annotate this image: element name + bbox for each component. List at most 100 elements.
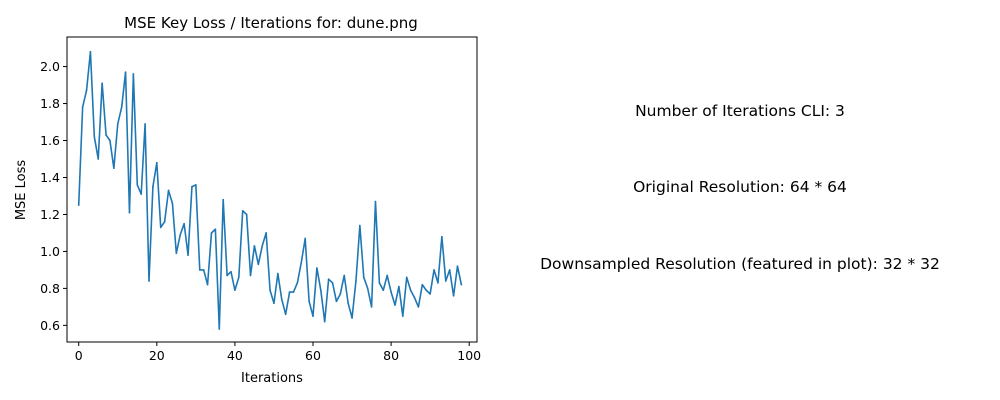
- y-tick-label: 2.0: [40, 59, 60, 74]
- data-point: [163, 221, 166, 223]
- series-line: [77, 50, 463, 330]
- data-point: [222, 198, 224, 201]
- data-point: [195, 184, 197, 186]
- data-point: [159, 226, 162, 229]
- data-point: [312, 315, 314, 317]
- y-tick-label: 1.2: [40, 207, 60, 222]
- data-point: [429, 293, 431, 295]
- data-point: [109, 139, 111, 142]
- data-point: [218, 328, 221, 330]
- plot-area-frame: [66, 36, 478, 343]
- data-point: [413, 296, 416, 299]
- y-axis-ticks: 0.6 0.8 1.0 1.2 1.4 1.6 1.8 2.0: [40, 59, 67, 333]
- data-point: [253, 245, 256, 247]
- data-point: [394, 304, 396, 306]
- y-tick-label: 1.8: [40, 96, 60, 111]
- series-points: [77, 50, 463, 330]
- data-point: [136, 184, 139, 186]
- data-point: [191, 185, 193, 188]
- data-point: [128, 211, 131, 214]
- data-point: [261, 245, 264, 247]
- data-point: [292, 291, 295, 293]
- data-point: [113, 167, 115, 170]
- data-point: [81, 106, 84, 109]
- data-point: [77, 204, 80, 207]
- downsampled-resolution-text: Downsampled Resolution (featured in plot…: [540, 255, 940, 273]
- data-point: [85, 89, 88, 92]
- data-point: [335, 300, 338, 303]
- data-point: [343, 274, 346, 277]
- data-point: [339, 293, 342, 295]
- data-point: [296, 282, 299, 284]
- x-tick-label: 60: [305, 348, 321, 363]
- data-point: [288, 291, 291, 293]
- data-point: [183, 222, 185, 225]
- data-point: [238, 276, 240, 279]
- y-tick-label: 0.8: [40, 281, 60, 296]
- data-point: [257, 263, 260, 266]
- data-point: [116, 123, 119, 125]
- data-point: [187, 254, 189, 256]
- data-point: [148, 280, 150, 282]
- data-point: [156, 161, 158, 164]
- data-point: [234, 289, 236, 292]
- data-point: [132, 73, 135, 75]
- data-point: [265, 232, 267, 234]
- data-point: [167, 189, 170, 192]
- data-point: [214, 228, 217, 231]
- x-tick-label: 80: [383, 348, 399, 363]
- data-point: [89, 50, 92, 53]
- data-point: [452, 294, 455, 297]
- data-point: [144, 123, 146, 125]
- original-resolution-text: Original Resolution: 64 * 64: [633, 178, 847, 196]
- data-point: [273, 302, 275, 304]
- data-point: [316, 267, 318, 269]
- data-point: [362, 276, 365, 279]
- data-point: [101, 82, 103, 85]
- data-point: [327, 278, 330, 280]
- data-point: [390, 291, 392, 293]
- data-point: [444, 280, 447, 282]
- data-point: [425, 289, 428, 292]
- data-point: [398, 285, 400, 288]
- data-point: [105, 134, 107, 136]
- data-point: [140, 193, 142, 195]
- data-point: [202, 269, 205, 271]
- data-point: [171, 202, 174, 205]
- data-point: [277, 272, 279, 275]
- data-point: [382, 289, 385, 292]
- y-tick-label: 1.6: [40, 133, 60, 148]
- data-point: [374, 200, 377, 203]
- data-point: [456, 265, 459, 268]
- data-point: [386, 274, 388, 277]
- data-point: [152, 185, 154, 188]
- data-point: [304, 237, 306, 240]
- x-tick-label: 20: [149, 348, 165, 363]
- y-axis-label: MSE Loss: [14, 160, 29, 221]
- data-point: [402, 315, 404, 317]
- data-point: [97, 158, 100, 160]
- data-point: [441, 235, 443, 238]
- data-point: [175, 252, 178, 255]
- data-point: [210, 232, 213, 234]
- data-point: [378, 282, 381, 284]
- data-point: [351, 317, 353, 319]
- y-tick-label: 0.6: [40, 318, 60, 333]
- data-point: [320, 289, 322, 292]
- data-point: [359, 224, 361, 227]
- data-point: [245, 213, 248, 216]
- data-point: [405, 276, 408, 279]
- data-point: [241, 209, 244, 212]
- data-point: [206, 283, 209, 286]
- data-point: [284, 313, 287, 316]
- data-point: [120, 106, 123, 109]
- data-point: [308, 300, 310, 303]
- data-point: [249, 274, 252, 277]
- data-point: [448, 269, 451, 271]
- data-point: [179, 233, 182, 236]
- x-axis-ticks: 0 20 40 60 80 100: [75, 342, 481, 363]
- data-point: [366, 287, 369, 290]
- data-point: [269, 289, 271, 292]
- data-point: [460, 283, 463, 286]
